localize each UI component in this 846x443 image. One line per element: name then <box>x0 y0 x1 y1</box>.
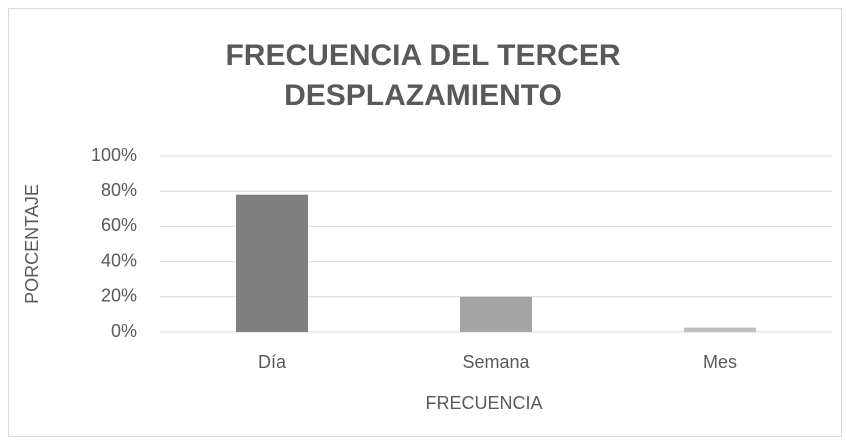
y-tick-label: 40% <box>101 250 137 270</box>
x-tick-label: Día <box>258 352 287 372</box>
chart-title: FRECUENCIA DEL TERCER DESPLAZAMIENTO <box>225 39 621 112</box>
bar <box>460 296 532 332</box>
bar <box>684 327 756 332</box>
y-tick-label: 60% <box>101 215 137 235</box>
y-tick-label: 20% <box>101 286 137 306</box>
y-tick-label: 0% <box>111 321 137 341</box>
x-axis-label: FRECUENCIA <box>425 393 542 413</box>
y-tick-label: 80% <box>101 180 137 200</box>
y-axis-label: PORCENTAJE <box>22 184 42 304</box>
x-tick-label: Mes <box>703 352 737 372</box>
bar <box>236 194 308 332</box>
y-tick-label: 100% <box>91 145 137 165</box>
x-tick-label: Semana <box>462 352 530 372</box>
chart-frame <box>8 8 842 437</box>
